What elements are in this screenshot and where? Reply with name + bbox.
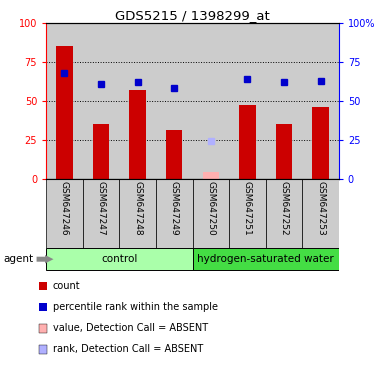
Bar [192,248,339,270]
Bar [192,23,229,179]
Text: GSM647246: GSM647246 [60,180,69,235]
Text: percentile rank within the sample: percentile rank within the sample [53,302,218,312]
Bar [93,124,109,179]
Text: value, Detection Call = ABSENT: value, Detection Call = ABSENT [53,323,208,333]
Title: GDS5215 / 1398299_at: GDS5215 / 1398299_at [115,9,270,22]
Bar [119,23,156,179]
Bar [129,90,146,179]
Bar [276,124,292,179]
Bar [302,23,339,179]
Text: hydrogen-saturated water: hydrogen-saturated water [197,254,334,264]
Bar [156,23,192,179]
Bar [46,23,83,179]
Text: GSM647250: GSM647250 [206,180,215,235]
Bar [156,179,192,248]
Text: count: count [53,281,80,291]
Text: agent: agent [4,254,34,264]
Bar [83,179,119,248]
Bar [83,23,119,179]
Bar [312,107,329,179]
Text: GSM647253: GSM647253 [316,180,325,235]
Text: rank, Detection Call = ABSENT: rank, Detection Call = ABSENT [53,344,203,354]
Bar [56,46,73,179]
Text: control: control [101,254,137,264]
Bar [229,23,266,179]
Bar [166,130,182,179]
Bar [302,179,339,248]
Bar [203,172,219,179]
Bar [239,106,256,179]
Bar [46,179,83,248]
Bar [229,179,266,248]
Text: GSM647251: GSM647251 [243,180,252,235]
Bar [46,248,192,270]
Text: GSM647249: GSM647249 [170,180,179,235]
Bar [266,179,302,248]
Text: GSM647252: GSM647252 [280,180,288,235]
Bar [119,179,156,248]
Bar [192,179,229,248]
Text: GSM647247: GSM647247 [97,180,105,235]
Text: GSM647248: GSM647248 [133,180,142,235]
Bar [266,23,302,179]
